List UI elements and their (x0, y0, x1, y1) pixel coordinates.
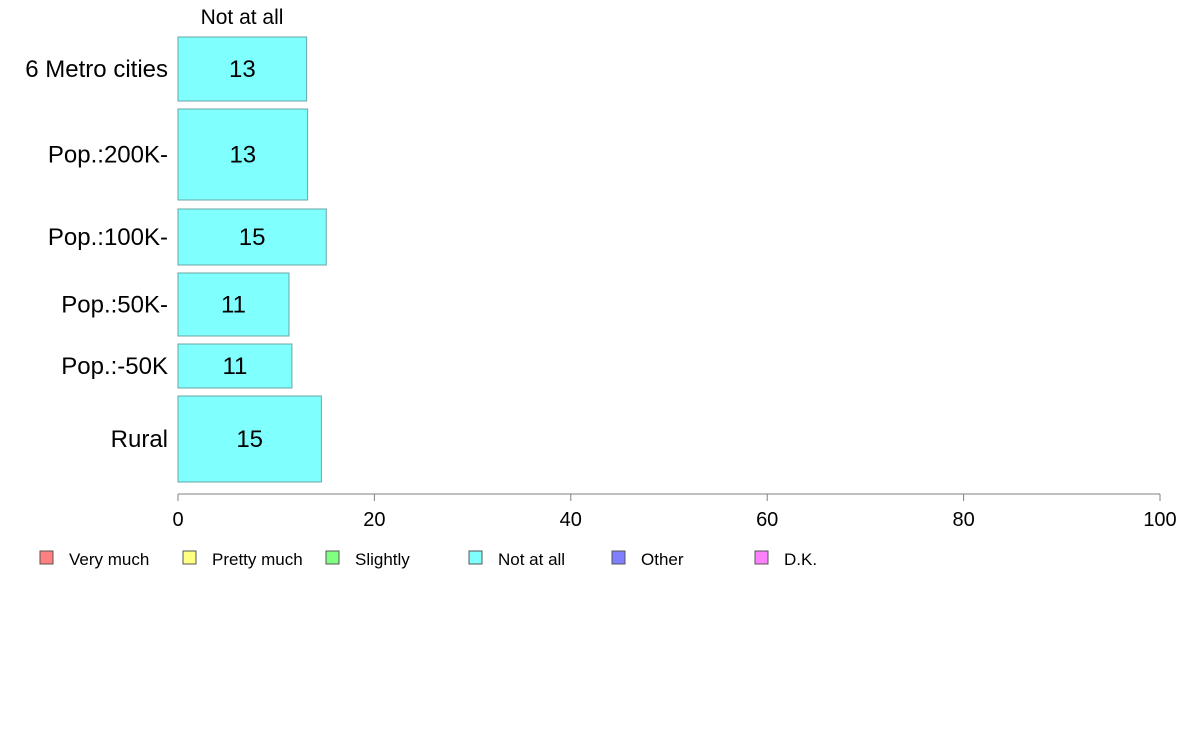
value-labels: 13 13 15 11 11 15 (221, 56, 265, 453)
bar-0 (177, 36, 308, 102)
bar-1 (177, 108, 309, 201)
x-tick-label-2: 40 (560, 509, 582, 531)
value-label-5: 15 (236, 426, 263, 453)
value-label-4: 11 (222, 353, 247, 380)
legend-label-5: D.K. (784, 550, 817, 569)
bar-4 (177, 343, 293, 389)
legend-label-0: Very much (69, 550, 149, 569)
category-label-4: Pop.:-50K (61, 353, 168, 380)
value-label-0: 13 (229, 56, 256, 83)
x-tick-label-0: 0 (172, 509, 183, 531)
category-label-0: 6 Metro cities (25, 56, 168, 83)
value-label-3: 11 (221, 292, 246, 319)
bars-group (177, 36, 327, 483)
legend-swatch-4 (611, 550, 626, 565)
value-label-1: 13 (229, 142, 256, 169)
legend-swatch-3 (468, 550, 483, 565)
legend-label-3: Not at all (498, 550, 565, 569)
x-tick-label-5: 100 (1143, 509, 1176, 531)
category-label-2: Pop.:100K- (48, 224, 168, 251)
bar-2 (177, 208, 327, 266)
category-label-5: Rural (111, 426, 168, 453)
category-labels: 6 Metro cities Pop.:200K- Pop.:100K- Pop.:5… (25, 56, 168, 453)
bar-5 (177, 395, 322, 483)
category-label-1: Pop.:200K- (48, 142, 168, 169)
legend-swatch-0 (39, 550, 54, 565)
bar-3 (177, 272, 290, 337)
legend: Very much Pretty much Slightly Not at all Ot… (39, 550, 817, 569)
legend-swatch-1 (182, 550, 197, 565)
legend-label-1: Pretty much (212, 550, 303, 569)
series-header-label: Not at all (201, 6, 284, 29)
legend-swatch-2 (325, 550, 340, 565)
legend-swatch-5 (754, 550, 769, 565)
legend-label-4: Other (641, 550, 684, 569)
x-tick-label-4: 80 (952, 509, 974, 531)
legend-label-2: Slightly (355, 550, 410, 569)
x-tick-label-1: 20 (363, 509, 385, 531)
value-label-2: 15 (239, 224, 266, 251)
x-axis: 0 20 40 60 80 100 (172, 493, 1177, 531)
x-tick-label-3: 60 (756, 509, 778, 531)
category-label-3: Pop.:50K- (61, 292, 168, 319)
